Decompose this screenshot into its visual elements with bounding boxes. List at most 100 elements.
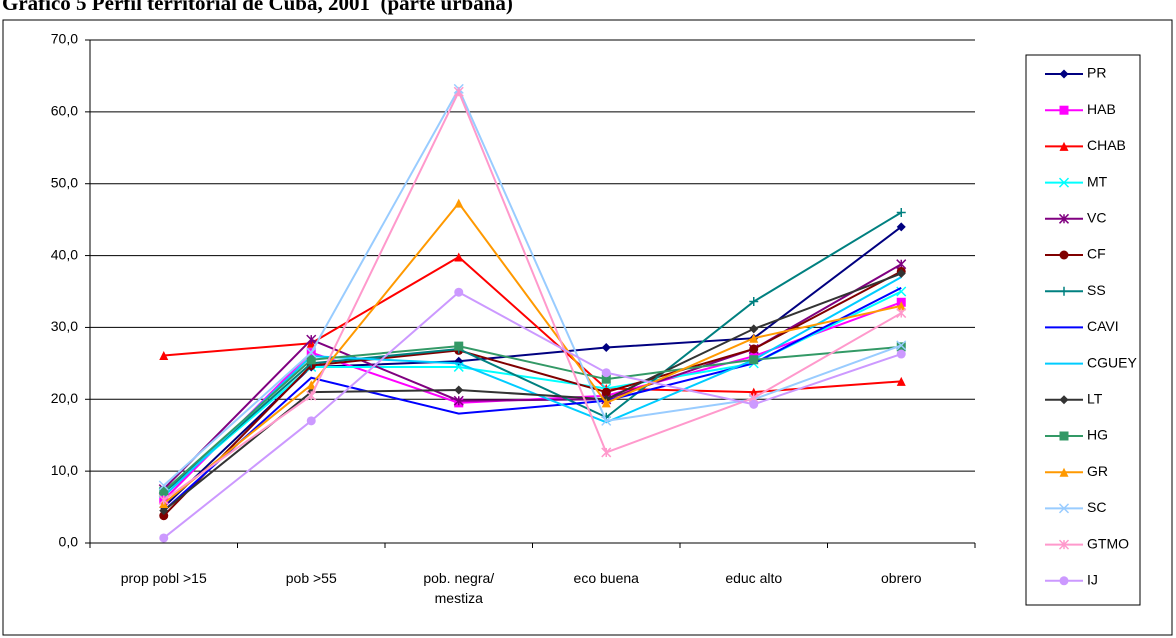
series-line bbox=[163, 226, 902, 508]
legend-label: CF bbox=[1087, 246, 1106, 262]
y-tick-label: 30,0 bbox=[51, 318, 78, 334]
series-line bbox=[163, 211, 902, 494]
data-point bbox=[896, 207, 906, 217]
data-point bbox=[159, 350, 169, 360]
x-tick-label: obrero bbox=[881, 570, 922, 586]
data-point bbox=[601, 398, 611, 408]
y-tick-label: 70,0 bbox=[51, 31, 78, 47]
series-line bbox=[163, 263, 902, 490]
legend-label: HG bbox=[1087, 427, 1108, 443]
data-point bbox=[454, 287, 464, 297]
data-point bbox=[749, 399, 759, 409]
legend-marker bbox=[1059, 250, 1069, 260]
legend-marker bbox=[1059, 576, 1069, 586]
data-point bbox=[159, 511, 169, 521]
legend-label: CHAB bbox=[1087, 137, 1126, 153]
legend-label: PR bbox=[1087, 65, 1106, 81]
data-point bbox=[749, 387, 759, 397]
series-line bbox=[163, 276, 902, 498]
legend-marker bbox=[1058, 177, 1070, 188]
data-point bbox=[454, 252, 464, 262]
chart-title: Gráfico 5 Perfil territorial de Cuba, 20… bbox=[2, 0, 513, 15]
data-point bbox=[896, 376, 906, 386]
data-point bbox=[749, 344, 759, 354]
data-point bbox=[158, 494, 169, 505]
data-point bbox=[601, 374, 611, 384]
data-point bbox=[896, 342, 906, 352]
y-tick-label: 10,0 bbox=[51, 462, 78, 478]
legend-marker bbox=[1058, 503, 1070, 514]
data-point bbox=[306, 347, 317, 358]
data-point bbox=[159, 486, 169, 496]
series-line bbox=[163, 270, 902, 517]
data-point bbox=[896, 301, 906, 311]
data-point bbox=[306, 380, 316, 390]
x-tick-label: pob >55 bbox=[285, 570, 337, 586]
chart-frame bbox=[2, 19, 1173, 636]
x-tick-label: eco buena bbox=[573, 570, 639, 586]
series-line bbox=[163, 287, 902, 512]
data-point bbox=[306, 390, 317, 401]
data-point bbox=[749, 324, 759, 334]
legend-label: HAB bbox=[1087, 101, 1116, 117]
x-tick-label: educ alto bbox=[725, 570, 783, 586]
data-point bbox=[159, 506, 169, 516]
data-point bbox=[453, 86, 464, 97]
data-point bbox=[454, 198, 464, 208]
legend-marker bbox=[1059, 467, 1069, 477]
data-point bbox=[454, 385, 464, 395]
legend-label: IJ bbox=[1087, 572, 1098, 588]
legend-marker bbox=[1058, 213, 1070, 224]
data-point bbox=[158, 480, 169, 491]
x-tick-label: pob. negra/ mestiza bbox=[423, 570, 495, 606]
legend-label: VC bbox=[1087, 210, 1106, 226]
data-point bbox=[306, 334, 317, 345]
data-point bbox=[896, 349, 906, 359]
legend-label: MT bbox=[1087, 173, 1108, 189]
y-tick-label: 50,0 bbox=[51, 174, 78, 190]
data-point bbox=[306, 355, 316, 365]
legend-label: LT bbox=[1087, 391, 1103, 407]
legend-label: CGUEY bbox=[1087, 354, 1137, 370]
legend-label: CAVI bbox=[1087, 318, 1119, 334]
y-tick-label: 0,0 bbox=[59, 534, 79, 550]
legend-marker bbox=[1058, 539, 1070, 550]
data-point bbox=[601, 343, 611, 353]
legend-marker bbox=[1059, 69, 1069, 79]
data-point bbox=[159, 533, 169, 543]
data-point bbox=[601, 415, 612, 426]
data-point bbox=[454, 341, 464, 351]
legend-label: GTMO bbox=[1087, 535, 1129, 551]
legend-label: GR bbox=[1087, 463, 1108, 479]
data-point bbox=[896, 308, 907, 319]
data-point bbox=[896, 222, 906, 232]
data-point bbox=[896, 269, 906, 279]
data-point bbox=[896, 340, 907, 351]
data-point bbox=[453, 395, 464, 406]
y-tick-label: 60,0 bbox=[51, 103, 78, 119]
data-point bbox=[306, 416, 316, 426]
legend-marker bbox=[1059, 286, 1069, 296]
data-point bbox=[601, 387, 611, 397]
data-point bbox=[601, 447, 612, 458]
series-line bbox=[163, 201, 902, 505]
legend-label: SS bbox=[1087, 282, 1106, 298]
y-tick-label: 20,0 bbox=[51, 390, 78, 406]
data-point bbox=[749, 297, 759, 307]
data-point bbox=[749, 333, 759, 343]
legend-label: SC bbox=[1087, 499, 1106, 515]
data-point bbox=[601, 368, 611, 378]
series-line bbox=[163, 86, 902, 487]
series-line bbox=[163, 345, 902, 493]
series-line bbox=[163, 291, 902, 539]
legend-marker bbox=[1059, 141, 1069, 151]
data-point bbox=[749, 355, 759, 365]
y-tick-label: 40,0 bbox=[51, 246, 78, 262]
series-line bbox=[163, 89, 902, 501]
legend-marker bbox=[1059, 105, 1069, 115]
legend-marker bbox=[1059, 431, 1069, 441]
x-tick-label: prop pobl >15 bbox=[120, 570, 207, 586]
legend-marker bbox=[1059, 395, 1069, 405]
